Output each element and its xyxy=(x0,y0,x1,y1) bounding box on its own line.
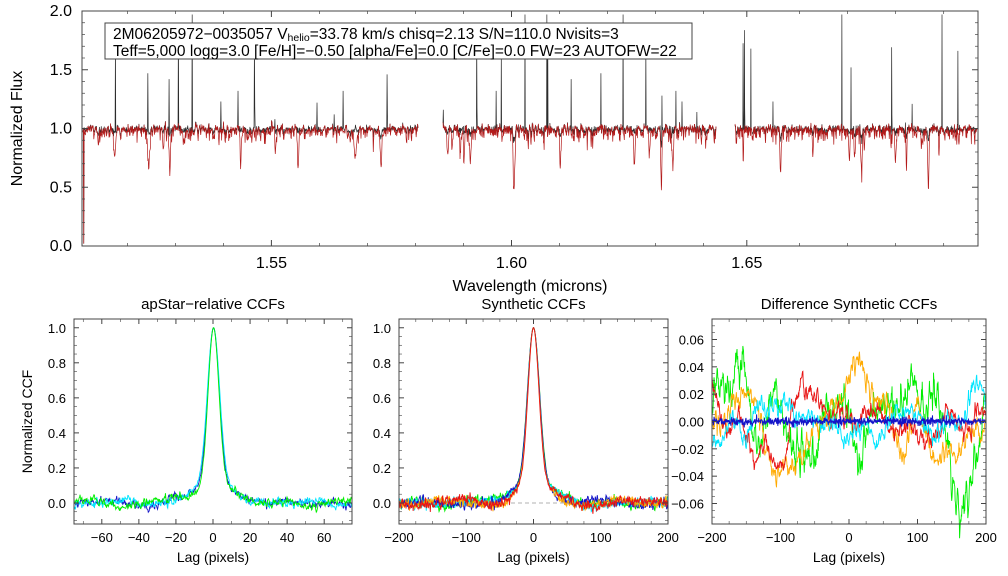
svg-text:0.6: 0.6 xyxy=(48,391,66,406)
svg-text:Difference Synthetic CCFs: Difference Synthetic CCFs xyxy=(761,296,937,313)
svg-text:1.55: 1.55 xyxy=(256,255,287,272)
svg-text:−100: −100 xyxy=(766,530,795,545)
svg-text:−60: −60 xyxy=(91,530,113,545)
svg-text:1.0: 1.0 xyxy=(373,321,391,336)
svg-text:−0.02: −0.02 xyxy=(671,442,704,457)
svg-text:0.04: 0.04 xyxy=(679,360,704,375)
svg-text:Lag (pixels): Lag (pixels) xyxy=(497,549,569,565)
svg-text:−100: −100 xyxy=(452,530,481,545)
svg-text:0.2: 0.2 xyxy=(373,461,391,476)
svg-text:40: 40 xyxy=(280,530,294,545)
svg-text:Lag (pixels): Lag (pixels) xyxy=(177,549,249,565)
svg-text:Lag (pixels): Lag (pixels) xyxy=(813,549,885,565)
svg-text:100: 100 xyxy=(590,530,612,545)
svg-text:60: 60 xyxy=(317,530,331,545)
svg-text:2M06205972−0035057 Vhelio=33.: 2M06205972−0035057 Vhelio=33.78 km/s chi… xyxy=(113,26,619,44)
svg-text:−0.04: −0.04 xyxy=(671,469,704,484)
svg-text:−0.06: −0.06 xyxy=(671,497,704,512)
svg-text:Normalized Flux: Normalized Flux xyxy=(9,71,26,187)
svg-text:0.0: 0.0 xyxy=(373,496,391,511)
svg-text:0.0: 0.0 xyxy=(48,496,66,511)
svg-text:0.8: 0.8 xyxy=(48,356,66,371)
svg-text:0.02: 0.02 xyxy=(679,387,704,402)
svg-text:1.60: 1.60 xyxy=(496,255,527,272)
svg-text:−200: −200 xyxy=(384,530,413,545)
svg-text:200: 200 xyxy=(657,530,679,545)
svg-text:1.5: 1.5 xyxy=(50,62,72,79)
svg-text:20: 20 xyxy=(243,530,257,545)
svg-text:Synthetic CCFs: Synthetic CCFs xyxy=(481,296,585,313)
svg-text:−20: −20 xyxy=(165,530,187,545)
svg-text:1.0: 1.0 xyxy=(50,121,72,138)
svg-text:−200: −200 xyxy=(697,530,726,545)
svg-text:Normalized CCF: Normalized CCF xyxy=(19,370,35,473)
svg-text:apStar−relative CCFs: apStar−relative CCFs xyxy=(141,296,285,313)
svg-text:0.00: 0.00 xyxy=(679,415,704,430)
svg-text:0.6: 0.6 xyxy=(373,391,391,406)
svg-text:0.5: 0.5 xyxy=(50,179,72,196)
svg-text:0: 0 xyxy=(209,530,216,545)
svg-text:Teff=5,000 logg=3.0 [Fe/H]=−0.: Teff=5,000 logg=3.0 [Fe/H]=−0.50 [alpha/… xyxy=(113,43,677,60)
svg-text:Wavelength (microns): Wavelength (microns) xyxy=(452,278,607,295)
svg-text:1.0: 1.0 xyxy=(48,321,66,336)
svg-text:0: 0 xyxy=(530,530,537,545)
svg-text:2.0: 2.0 xyxy=(50,3,72,20)
svg-text:100: 100 xyxy=(907,530,929,545)
svg-text:200: 200 xyxy=(975,530,997,545)
svg-text:0.8: 0.8 xyxy=(373,356,391,371)
svg-text:0: 0 xyxy=(845,530,852,545)
svg-text:0.06: 0.06 xyxy=(679,333,704,348)
svg-text:0.4: 0.4 xyxy=(373,426,391,441)
svg-text:0.2: 0.2 xyxy=(48,461,66,476)
svg-text:0.0: 0.0 xyxy=(50,238,72,255)
svg-text:−40: −40 xyxy=(128,530,150,545)
svg-text:1.65: 1.65 xyxy=(731,255,762,272)
svg-text:0.4: 0.4 xyxy=(48,426,66,441)
